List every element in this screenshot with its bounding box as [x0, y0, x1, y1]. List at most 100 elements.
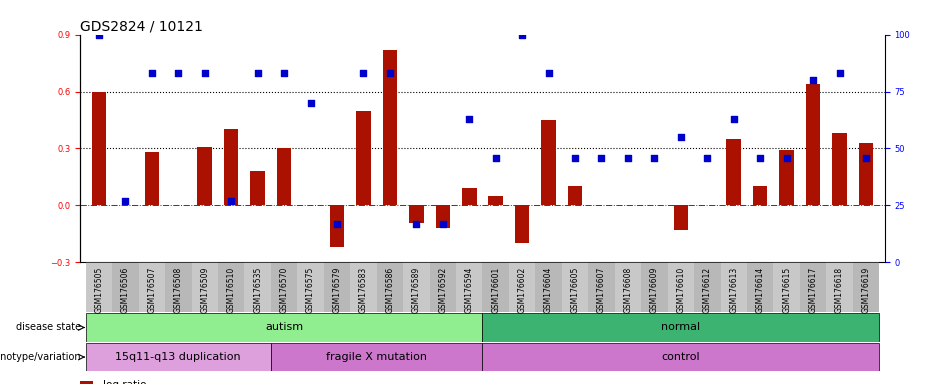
Point — [727, 116, 742, 122]
Bar — [747, 262, 774, 312]
Text: GSM176613: GSM176613 — [729, 266, 738, 313]
Bar — [429, 262, 456, 312]
Text: GSM176505: GSM176505 — [95, 266, 103, 313]
Bar — [86, 262, 113, 312]
Text: GSM176614: GSM176614 — [756, 266, 764, 313]
Bar — [482, 313, 879, 342]
Point — [621, 154, 636, 161]
Bar — [191, 262, 218, 312]
Text: GSM176618: GSM176618 — [835, 266, 844, 313]
Point — [858, 154, 873, 161]
Point — [568, 154, 583, 161]
Point — [356, 70, 371, 76]
Bar — [615, 262, 641, 312]
Bar — [694, 262, 721, 312]
Bar — [324, 262, 350, 312]
Point — [197, 70, 212, 76]
Bar — [382, 50, 397, 205]
Text: GSM176615: GSM176615 — [782, 266, 791, 313]
Bar — [145, 152, 159, 205]
Bar — [218, 262, 244, 312]
Point — [250, 70, 265, 76]
Bar — [515, 205, 530, 243]
Text: GSM176506: GSM176506 — [121, 266, 130, 313]
Bar — [297, 262, 324, 312]
Bar — [859, 143, 873, 205]
Text: GSM176619: GSM176619 — [862, 266, 870, 313]
Point — [462, 116, 477, 122]
Text: autism: autism — [265, 323, 303, 333]
Bar — [139, 262, 165, 312]
Text: GSM176605: GSM176605 — [570, 266, 580, 313]
Bar — [113, 262, 139, 312]
Bar — [435, 205, 450, 228]
Text: 15q11-q13 duplication: 15q11-q13 duplication — [115, 352, 241, 362]
Text: log ratio: log ratio — [103, 380, 147, 384]
Bar — [409, 205, 424, 222]
Text: GSM176594: GSM176594 — [464, 266, 474, 313]
Bar — [271, 343, 482, 371]
Point — [488, 154, 503, 161]
Bar — [800, 262, 826, 312]
Bar — [277, 149, 291, 205]
Point — [594, 154, 609, 161]
Bar — [780, 151, 794, 205]
Bar — [350, 262, 377, 312]
Point — [700, 154, 715, 161]
Text: GSM176601: GSM176601 — [491, 266, 500, 313]
Bar — [541, 120, 556, 205]
Bar — [674, 205, 688, 230]
Point — [329, 220, 344, 227]
Bar — [826, 262, 852, 312]
Text: GSM176583: GSM176583 — [359, 266, 368, 313]
Point — [409, 220, 424, 227]
Point — [276, 70, 291, 76]
Bar — [244, 262, 271, 312]
Text: GSM176509: GSM176509 — [201, 266, 209, 313]
Text: GSM176586: GSM176586 — [385, 266, 394, 313]
Bar — [377, 262, 403, 312]
Bar — [727, 139, 741, 205]
Text: fragile X mutation: fragile X mutation — [326, 352, 428, 362]
Bar — [403, 262, 429, 312]
Text: GSM176592: GSM176592 — [438, 266, 447, 313]
Point — [382, 70, 397, 76]
Text: GSM176507: GSM176507 — [148, 266, 156, 313]
Bar — [668, 262, 694, 312]
Point — [515, 31, 530, 38]
Bar — [271, 262, 297, 312]
Text: disease state: disease state — [15, 323, 80, 333]
Bar — [832, 133, 847, 205]
Bar — [535, 262, 562, 312]
Bar — [852, 262, 879, 312]
Bar — [462, 188, 477, 205]
Bar — [165, 262, 191, 312]
Bar — [588, 262, 615, 312]
Bar — [641, 262, 668, 312]
Bar — [806, 84, 820, 205]
Text: GDS2824 / 10121: GDS2824 / 10121 — [80, 20, 203, 33]
Bar — [86, 313, 482, 342]
Text: GSM176608: GSM176608 — [623, 266, 633, 313]
Text: GSM176508: GSM176508 — [174, 266, 183, 313]
Text: normal: normal — [661, 323, 700, 333]
Point — [144, 70, 159, 76]
Point — [118, 198, 133, 204]
Point — [832, 70, 847, 76]
Point — [541, 70, 556, 76]
Text: GSM176589: GSM176589 — [412, 266, 421, 313]
Text: GSM176510: GSM176510 — [227, 266, 236, 313]
Text: GSM176602: GSM176602 — [517, 266, 527, 313]
Bar — [482, 343, 879, 371]
Point — [780, 154, 795, 161]
Text: GSM176535: GSM176535 — [254, 266, 262, 313]
Text: GSM176604: GSM176604 — [544, 266, 553, 313]
Bar — [774, 262, 800, 312]
Text: GSM176575: GSM176575 — [306, 266, 315, 313]
Text: GSM176617: GSM176617 — [809, 266, 817, 313]
Bar — [482, 262, 509, 312]
Text: GSM176579: GSM176579 — [332, 266, 342, 313]
Point — [753, 154, 768, 161]
Text: control: control — [661, 352, 700, 362]
Bar — [456, 262, 482, 312]
